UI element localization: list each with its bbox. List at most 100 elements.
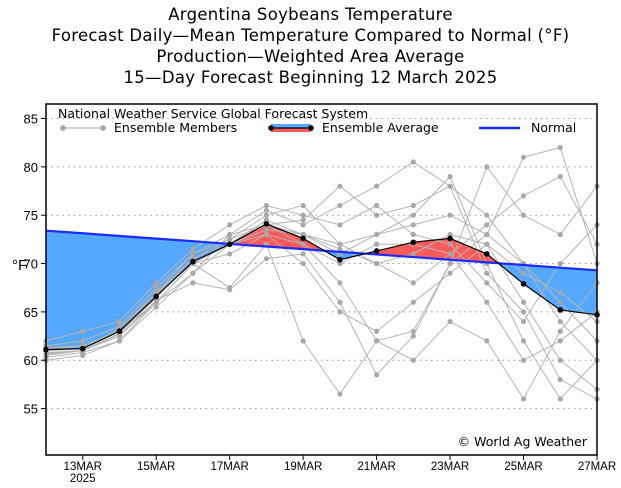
ensemble-member-point — [300, 260, 306, 267]
x-tick-label: 25MAR — [504, 461, 542, 473]
ensemble-member-point — [374, 231, 380, 238]
ensemble-member-point — [447, 270, 453, 276]
chart-titles: Argentina Soybeans Temperature Forecast … — [0, 4, 621, 88]
ensemble-member-point — [520, 357, 527, 363]
ensemble-member-line — [45, 229, 598, 354]
ensemble-member-point — [447, 183, 453, 189]
ensemble-member-point — [263, 227, 269, 233]
ensemble-member-point — [484, 231, 490, 238]
ensemble-member-point — [263, 212, 269, 218]
ensemble-member-point — [484, 212, 490, 218]
ensemble-member-point — [263, 231, 269, 238]
ensemble-member-point — [300, 217, 306, 223]
legend-normal-label: Normal — [531, 120, 576, 135]
ensemble-member-point — [410, 357, 416, 363]
legend-title: National Weather Service Global Forecast… — [58, 106, 368, 121]
ensemble-member-point — [410, 251, 416, 257]
chart-title: Argentina Soybeans Temperature — [168, 5, 453, 24]
ensemble-member-point — [520, 193, 527, 199]
ensemble-member-point — [337, 246, 343, 252]
ensemble-average-point — [79, 345, 86, 352]
copyright-annotation: © World Ag Weather — [458, 434, 588, 449]
ensemble-average-point — [337, 256, 343, 263]
ensemble-member-point — [374, 328, 380, 334]
ensemble-member-point — [263, 202, 269, 209]
ensemble-member-point — [410, 299, 416, 305]
ensemble-member-point — [374, 372, 380, 378]
ensemble-member-line — [45, 233, 598, 390]
ensemble-member-point — [484, 299, 490, 305]
ensemble-member-point — [337, 280, 343, 286]
ensemble-member-point — [337, 183, 343, 189]
y-tick-label: 60 — [24, 353, 38, 368]
ensemble-member-point — [374, 338, 380, 344]
ensemble-member-point — [337, 299, 343, 305]
ensemble-member-point — [484, 270, 490, 276]
ensemble-member-point — [484, 280, 490, 286]
ensemble-member-point — [447, 251, 453, 257]
ensemble-member-point — [153, 285, 159, 291]
ensemble-member-line — [45, 185, 598, 400]
ensemble-member-point — [410, 159, 416, 165]
ensemble-member-line — [45, 161, 598, 347]
ensemble-member-point — [410, 222, 416, 228]
ensemble-member-point — [263, 207, 269, 213]
chart-subtitle-3: 15—Day Forecast Beginning 12 March 2025 — [123, 68, 498, 87]
y-tick-label: 75 — [24, 208, 38, 223]
ensemble-member-point — [520, 154, 527, 160]
x-tick-label: 23MAR — [431, 461, 469, 473]
ensemble-member-point — [190, 246, 196, 252]
ensemble-member-point — [263, 256, 269, 262]
ensemble-average-point — [263, 221, 270, 227]
ensemble-member-point — [227, 222, 233, 228]
ensemble-average-point — [520, 281, 527, 287]
ensemble-member-point — [337, 222, 343, 228]
x-tick-label: 21MAR — [357, 461, 395, 473]
x-tick-year: 2025 — [70, 473, 96, 485]
ensemble-member-point — [374, 212, 380, 218]
legend-average: Ensemble Average — [268, 120, 439, 135]
x-tick-label: 15MAR — [137, 461, 175, 473]
x-tick-label: 13MAR — [64, 461, 102, 473]
ensemble-member-point — [300, 231, 306, 238]
ensemble-member-point — [116, 338, 123, 344]
ensemble-member-point — [80, 328, 86, 334]
ensemble-member-point — [520, 396, 527, 402]
ensemble-member-point — [447, 173, 453, 180]
y-tick-label: 80 — [24, 160, 38, 175]
ensemble-member-point — [447, 212, 453, 218]
ensemble-member-point — [227, 236, 233, 242]
ensemble-member-point — [484, 222, 490, 228]
ensemble-member-point — [447, 241, 453, 247]
ensemble-member-point — [484, 241, 490, 247]
ensemble-member-point — [153, 304, 159, 310]
ensemble-member-point — [300, 338, 306, 344]
y-tick-label: 85 — [24, 112, 38, 127]
ensemble-member-point — [337, 241, 343, 247]
legend-members: Ensemble Members — [60, 120, 237, 135]
ensemble-member-point — [374, 183, 380, 189]
x-tick-label: 27MAR — [578, 461, 616, 473]
ensemble-member-point — [557, 231, 563, 238]
ensemble-member-point — [190, 251, 196, 257]
ensemble-member-line — [45, 214, 598, 361]
ensemble-member-point — [520, 318, 527, 325]
ensemble-member-point — [374, 260, 380, 267]
ensemble-member-point — [227, 251, 233, 257]
normal-line — [45, 229, 598, 272]
ensemble-member-point — [337, 202, 343, 209]
ensemble-member-point — [410, 333, 416, 339]
ensemble-average-point — [190, 258, 196, 265]
ensemble-member-point — [153, 280, 159, 286]
ensemble-member-point — [557, 376, 563, 383]
ensemble-member-point — [447, 318, 453, 325]
ensemble-average-point — [116, 328, 123, 335]
ensemble-member-point — [484, 338, 490, 344]
ensemble-member-point — [190, 270, 196, 276]
ensemble-member-point — [227, 287, 233, 293]
x-tick-label: 17MAR — [210, 461, 248, 473]
ensemble-member-point — [520, 212, 527, 218]
ensemble-average-point — [300, 235, 306, 242]
ensemble-member-point — [410, 212, 416, 218]
